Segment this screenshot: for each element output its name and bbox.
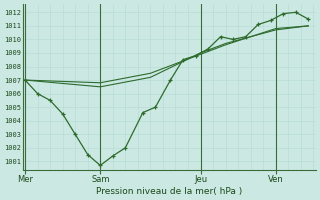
X-axis label: Pression niveau de la mer( hPa ): Pression niveau de la mer( hPa ) bbox=[96, 187, 242, 196]
